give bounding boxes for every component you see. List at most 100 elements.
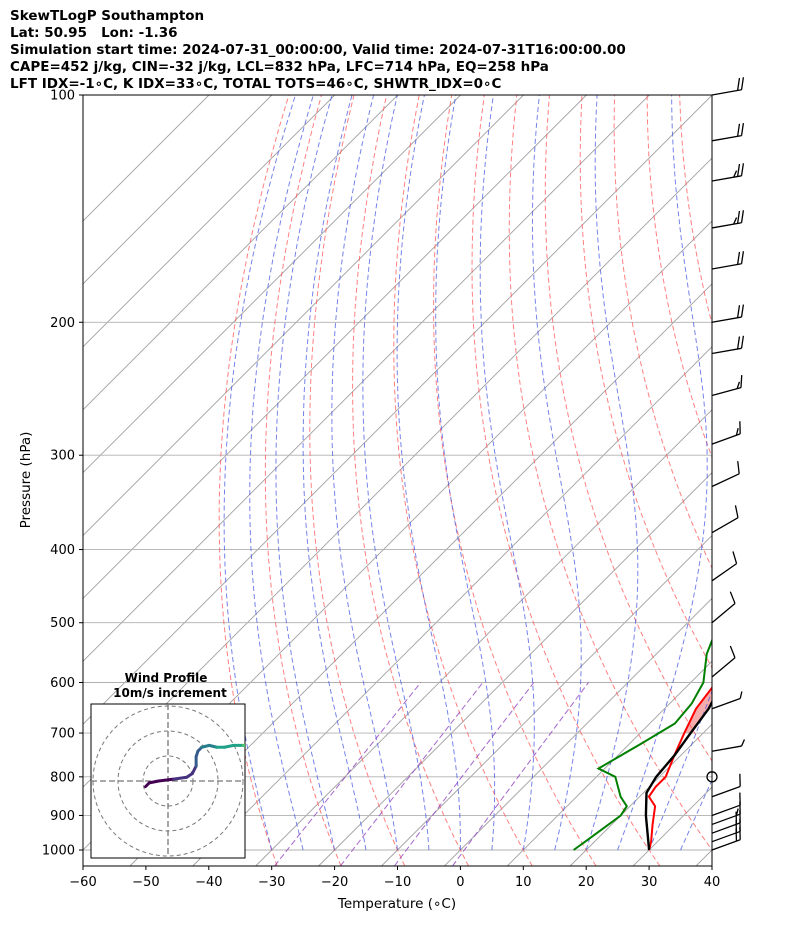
barb-staff: [711, 839, 741, 851]
isotherm-line: [255, 409, 712, 866]
barb-flag: [740, 739, 746, 747]
cape-cin-fills: [684, 687, 712, 734]
hodograph-segment: [241, 743, 245, 748]
y-axis-ticks: 1000 900 800 700 600 500 400 300 200 100: [42, 89, 83, 859]
barb-flag: [733, 217, 738, 225]
moist-adiabat-line: [435, 95, 496, 851]
hodograph-segment: [222, 743, 236, 749]
barb-staff: [711, 175, 742, 182]
moist-adiabat-line: [585, 95, 639, 851]
dry-adiabat-line: [777, 95, 794, 866]
isotherm-line: [381, 534, 712, 866]
barb-staff: [711, 263, 742, 270]
y-tick-label: 900: [50, 809, 75, 824]
moist-adiabat-line: [532, 95, 582, 851]
wind-barb: [711, 304, 745, 323]
cin-region: [684, 687, 712, 734]
barb-staff: [711, 134, 742, 142]
isotherm-lines: [83, 95, 712, 866]
moist-adiabat-line: [331, 95, 398, 851]
mixing-ratio-line: [339, 682, 484, 866]
dry-adiabat-lines: [218, 95, 794, 866]
barb-flag: [740, 375, 743, 388]
mixing-ratio-line: [452, 682, 589, 866]
moist-adiabat-line: [302, 95, 367, 851]
dry-adiabat-line: [264, 95, 342, 866]
barb-staff: [711, 387, 742, 397]
isotherm-line: [129, 283, 712, 866]
barb-flag: [735, 808, 739, 816]
wind-barb: [711, 645, 736, 678]
x-tick-label: 20: [578, 875, 595, 890]
dewpoint-line: [573, 637, 712, 851]
barb-flag: [729, 591, 736, 604]
moist-adiabat-line: [680, 778, 712, 851]
barb-staff: [711, 804, 741, 817]
barb-flag: [736, 123, 741, 137]
parcel-line: [644, 699, 712, 851]
hodograph-segment: [157, 777, 176, 783]
wind-barb: [711, 421, 741, 445]
dry-adiabat-line: [352, 95, 469, 866]
time-line: Simulation start time: 2024-07-31_00:00:…: [10, 42, 626, 58]
barb-staff: [711, 657, 736, 678]
barb-staff: [711, 316, 742, 323]
barb-flag: [736, 210, 741, 224]
wind-barbs: [706, 77, 746, 851]
calm-wind-circle: [706, 771, 718, 783]
dry-adiabat-line: [544, 95, 712, 762]
isotherm-line: [318, 471, 712, 866]
x-axis-ticks: −60 −50 −40 −30 −20 −10 0 10 20 30 40: [69, 866, 720, 890]
barb-flag: [740, 163, 745, 176]
barb-flag: [739, 691, 743, 699]
chart-header: SkewTLogP Southampton Lat: 50.95 Lon: -1…: [10, 8, 626, 93]
y-tick-label: 500: [50, 616, 75, 631]
barb-flag: [735, 428, 739, 436]
barb-staff: [711, 563, 737, 582]
barb-staff: [711, 745, 742, 752]
cape-line: CAPE=452 j/kg, CIN=-32 j/kg, LCL=832 hPa…: [10, 59, 549, 75]
barb-flag: [740, 251, 745, 264]
wind-barb: [711, 210, 745, 229]
isotherm-line: [83, 95, 587, 600]
barb-flag: [729, 645, 736, 658]
y-tick-label: 200: [50, 316, 75, 331]
y-tick-label: 1000: [42, 844, 75, 859]
dry-adiabat-line: [745, 95, 794, 866]
wind-barb: [711, 505, 739, 534]
hodograph-plot: [91, 704, 245, 858]
x-tick-label: 10: [515, 875, 532, 890]
moist-adiabat-line: [648, 689, 712, 851]
barb-flag: [740, 335, 745, 349]
dry-adiabat-line: [393, 95, 533, 866]
isotherm-line: [83, 95, 273, 285]
moist-adiabat-line: [249, 95, 314, 851]
wind-barb: [711, 792, 741, 817]
wind-barb: [711, 163, 745, 182]
isotherm-line: [83, 95, 399, 411]
barb-staff: [711, 813, 741, 826]
barb-staff: [711, 602, 736, 624]
mixing-ratio-lines: [274, 682, 589, 866]
barb-staff: [711, 347, 742, 355]
y-tick-label: 700: [50, 727, 75, 742]
x-tick-label: −60: [69, 875, 96, 890]
x-tick-label: 40: [704, 875, 721, 890]
barb-flag: [736, 77, 741, 91]
barb-flag: [740, 210, 745, 223]
hodograph-segment: [172, 775, 189, 781]
y-axis-label: Pressure (hPa): [18, 432, 34, 529]
y-tick-label: 800: [50, 770, 75, 785]
barb-flag: [736, 163, 741, 177]
barb-flag: [740, 77, 745, 90]
y-tick-label: 300: [50, 449, 75, 464]
moist-adiabat-line: [617, 95, 708, 851]
barb-flag: [736, 381, 741, 389]
mixing-ratio-line: [274, 682, 422, 866]
hodograph-title: Wind Profile: [125, 671, 208, 685]
y-tick-label: 400: [50, 543, 75, 558]
barb-staff: [711, 830, 741, 843]
wind-barb: [711, 691, 743, 710]
y-tick-label: 100: [50, 89, 75, 104]
